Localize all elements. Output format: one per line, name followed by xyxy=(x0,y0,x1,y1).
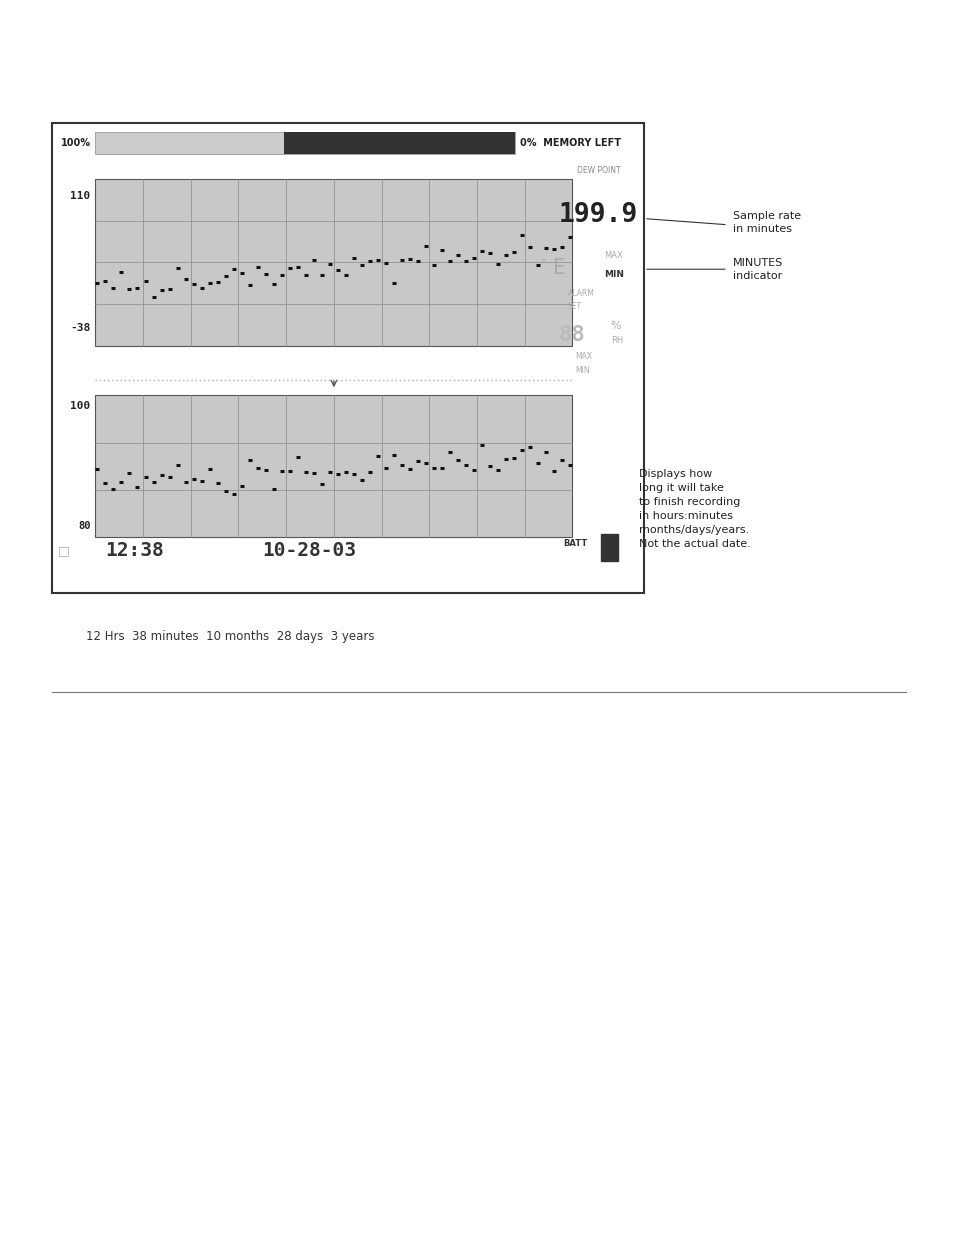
Text: °: ° xyxy=(540,258,547,270)
Bar xyxy=(284,132,515,154)
Bar xyxy=(95,395,572,537)
Text: 88: 88 xyxy=(558,325,584,345)
Text: -38: -38 xyxy=(71,324,91,333)
Text: E: E xyxy=(553,258,565,278)
Text: Sample rate
in minutes: Sample rate in minutes xyxy=(732,211,800,233)
Text: MINUTES
indicator: MINUTES indicator xyxy=(732,258,782,280)
Text: MAX: MAX xyxy=(575,352,592,362)
Bar xyxy=(95,132,515,154)
Text: 110: 110 xyxy=(71,191,91,201)
Text: %: % xyxy=(610,321,620,331)
Text: 199.9: 199.9 xyxy=(558,201,637,228)
Text: 100: 100 xyxy=(71,401,91,411)
Text: 12 Hrs  38 minutes  10 months  28 days  3 years: 12 Hrs 38 minutes 10 months 28 days 3 ye… xyxy=(86,630,374,643)
Text: DEW POINT: DEW POINT xyxy=(577,167,620,175)
Text: 100%: 100% xyxy=(61,138,91,148)
Text: 0%  MEMORY LEFT: 0% MEMORY LEFT xyxy=(519,138,620,148)
Text: MIN: MIN xyxy=(603,269,623,279)
Bar xyxy=(52,124,643,593)
Text: 12:38: 12:38 xyxy=(105,541,164,561)
Text: BATT: BATT xyxy=(562,538,586,548)
Text: □: □ xyxy=(58,545,70,557)
Text: Displays how
long it will take
to finish recording
in hours:minutes
months/days/: Displays how long it will take to finish… xyxy=(639,469,750,550)
Bar xyxy=(95,179,572,346)
Text: RH: RH xyxy=(610,336,622,346)
Text: 10-28-03: 10-28-03 xyxy=(262,541,356,561)
Text: 80: 80 xyxy=(78,521,91,531)
Text: MAX: MAX xyxy=(603,251,622,261)
Text: ALARM
SET: ALARM SET xyxy=(567,289,594,311)
Text: MIN: MIN xyxy=(575,366,589,375)
Bar xyxy=(600,534,618,561)
